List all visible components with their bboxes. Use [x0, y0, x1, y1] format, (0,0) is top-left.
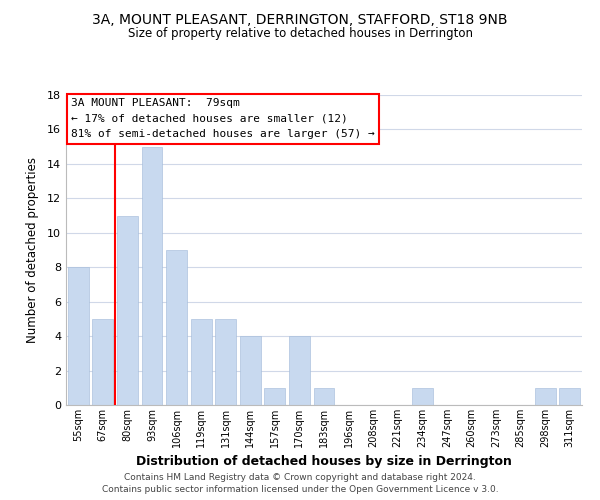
Text: Size of property relative to detached houses in Derrington: Size of property relative to detached ho… — [128, 28, 473, 40]
Bar — [117, 216, 138, 405]
X-axis label: Distribution of detached houses by size in Derrington: Distribution of detached houses by size … — [136, 456, 512, 468]
Bar — [191, 319, 212, 405]
Text: Contains public sector information licensed under the Open Government Licence v : Contains public sector information licen… — [101, 485, 499, 494]
Text: Contains HM Land Registry data © Crown copyright and database right 2024.: Contains HM Land Registry data © Crown c… — [124, 472, 476, 482]
Bar — [265, 388, 286, 405]
Text: 3A, MOUNT PLEASANT, DERRINGTON, STAFFORD, ST18 9NB: 3A, MOUNT PLEASANT, DERRINGTON, STAFFORD… — [92, 12, 508, 26]
Bar — [535, 388, 556, 405]
Bar — [314, 388, 334, 405]
Text: 3A MOUNT PLEASANT:  79sqm
← 17% of detached houses are smaller (12)
81% of semi-: 3A MOUNT PLEASANT: 79sqm ← 17% of detach… — [71, 98, 375, 140]
Bar — [166, 250, 187, 405]
Bar — [215, 319, 236, 405]
Bar — [92, 319, 113, 405]
Bar — [142, 146, 163, 405]
Bar — [559, 388, 580, 405]
Bar — [412, 388, 433, 405]
Bar — [68, 267, 89, 405]
Bar — [240, 336, 261, 405]
Y-axis label: Number of detached properties: Number of detached properties — [26, 157, 38, 343]
Bar — [289, 336, 310, 405]
